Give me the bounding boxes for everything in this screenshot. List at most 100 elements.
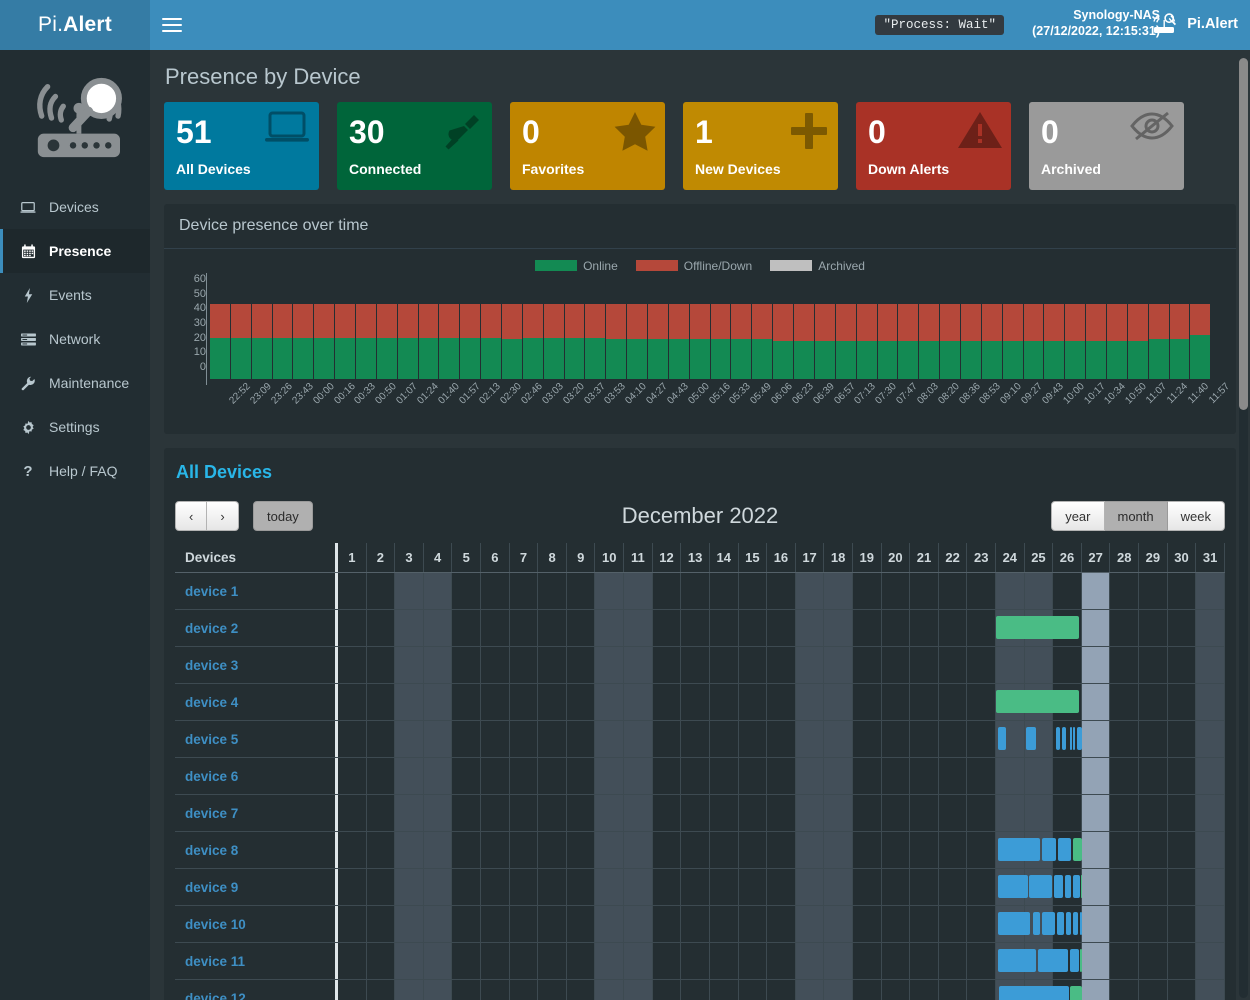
day-cell[interactable] <box>1081 758 1111 794</box>
day-cell[interactable] <box>567 758 596 794</box>
day-cell[interactable] <box>882 758 911 794</box>
day-cell[interactable] <box>853 758 882 794</box>
day-cell[interactable] <box>967 795 997 831</box>
day-cell[interactable] <box>338 721 367 757</box>
day-cell[interactable] <box>338 647 367 683</box>
day-cell[interactable] <box>367 721 396 757</box>
day-cell[interactable] <box>910 943 939 979</box>
day-cell[interactable] <box>1139 573 1168 609</box>
day-cell[interactable] <box>395 869 424 905</box>
day-cell[interactable] <box>824 684 853 720</box>
presence-event-bar[interactable] <box>998 986 1070 1000</box>
day-cell[interactable] <box>595 573 625 609</box>
device-link[interactable]: device 4 <box>185 694 239 710</box>
day-cell[interactable] <box>824 573 853 609</box>
today-button[interactable]: today <box>253 501 313 531</box>
day-cell[interactable] <box>710 832 739 868</box>
day-cell[interactable] <box>395 943 424 979</box>
day-cell[interactable] <box>739 943 768 979</box>
presence-event-bar[interactable] <box>1079 949 1082 972</box>
day-cell[interactable] <box>538 721 567 757</box>
day-cell[interactable] <box>939 573 968 609</box>
day-cell[interactable] <box>423 869 453 905</box>
day-cell[interactable] <box>423 684 453 720</box>
day-cell[interactable] <box>681 647 710 683</box>
day-cell[interactable] <box>824 943 853 979</box>
presence-event-bar[interactable] <box>1058 838 1072 861</box>
day-cell[interactable] <box>795 721 825 757</box>
day-cell[interactable] <box>967 906 997 942</box>
day-cell[interactable] <box>853 869 882 905</box>
day-cell[interactable] <box>595 721 625 757</box>
day-cell[interactable] <box>967 721 997 757</box>
stat-card-all-devices[interactable]: 51 All Devices <box>164 102 319 190</box>
day-cell[interactable] <box>395 610 424 646</box>
stat-card-favorites[interactable]: 0 Favorites <box>510 102 665 190</box>
device-link[interactable]: device 3 <box>185 657 239 673</box>
day-cell[interactable] <box>367 610 396 646</box>
day-cell[interactable] <box>710 795 739 831</box>
day-cell[interactable] <box>824 610 853 646</box>
day-cell[interactable] <box>824 869 853 905</box>
day-cell[interactable] <box>1110 943 1140 979</box>
day-cell[interactable] <box>710 758 739 794</box>
day-cell[interactable] <box>795 758 825 794</box>
day-cell[interactable] <box>510 832 539 868</box>
day-cell[interactable] <box>795 573 825 609</box>
day-cell[interactable] <box>567 980 596 1000</box>
day-cell[interactable] <box>967 610 997 646</box>
day-cell[interactable] <box>1168 980 1197 1000</box>
day-cell[interactable] <box>595 758 625 794</box>
presence-event-bar[interactable] <box>1069 727 1072 750</box>
day-cell[interactable] <box>538 795 567 831</box>
day-cell[interactable] <box>710 980 739 1000</box>
day-cell[interactable] <box>1196 980 1225 1000</box>
day-cell[interactable] <box>452 758 482 794</box>
day-cell[interactable] <box>452 943 482 979</box>
day-cell[interactable] <box>882 906 911 942</box>
day-cell[interactable] <box>710 721 739 757</box>
day-cell[interactable] <box>910 647 939 683</box>
day-cell[interactable] <box>624 832 653 868</box>
scrollbar-thumb[interactable] <box>1239 58 1248 410</box>
day-cell[interactable] <box>653 573 682 609</box>
day-cell[interactable] <box>824 758 853 794</box>
day-cell[interactable] <box>739 758 768 794</box>
day-cell[interactable] <box>595 684 625 720</box>
stat-card-connected[interactable]: 30 Connected <box>337 102 492 190</box>
day-cell[interactable] <box>395 647 424 683</box>
presence-event-bar[interactable] <box>997 838 1041 861</box>
day-cell[interactable] <box>1196 758 1225 794</box>
day-cell[interactable] <box>653 832 682 868</box>
day-cell[interactable] <box>910 980 939 1000</box>
day-cell[interactable] <box>1139 943 1168 979</box>
day-cell[interactable] <box>1110 610 1140 646</box>
day-cell[interactable] <box>1024 758 1054 794</box>
day-cell[interactable] <box>739 684 768 720</box>
day-cell[interactable] <box>767 906 796 942</box>
presence-event-bar[interactable] <box>1056 727 1060 750</box>
day-cell[interactable] <box>824 832 853 868</box>
day-cell[interactable] <box>510 573 539 609</box>
day-cell[interactable] <box>510 721 539 757</box>
day-cell[interactable] <box>538 647 567 683</box>
day-cell[interactable] <box>595 832 625 868</box>
device-link[interactable]: device 8 <box>185 842 239 858</box>
day-cell[interactable] <box>653 943 682 979</box>
device-link[interactable]: device 5 <box>185 731 239 747</box>
day-cell[interactable] <box>967 980 997 1000</box>
presence-event-bar[interactable] <box>1069 949 1080 972</box>
day-cell[interactable] <box>739 906 768 942</box>
day-cell[interactable] <box>1139 758 1168 794</box>
day-cell[interactable] <box>481 647 510 683</box>
day-cell[interactable] <box>996 758 1025 794</box>
day-cell[interactable] <box>452 573 482 609</box>
day-cell[interactable] <box>1081 795 1111 831</box>
day-cell[interactable] <box>824 906 853 942</box>
day-cell[interactable] <box>996 647 1025 683</box>
day-cell[interactable] <box>1053 758 1082 794</box>
day-cell[interactable] <box>939 647 968 683</box>
presence-event-bar[interactable] <box>1033 912 1041 935</box>
day-cell[interactable] <box>882 610 911 646</box>
day-cell[interactable] <box>939 684 968 720</box>
